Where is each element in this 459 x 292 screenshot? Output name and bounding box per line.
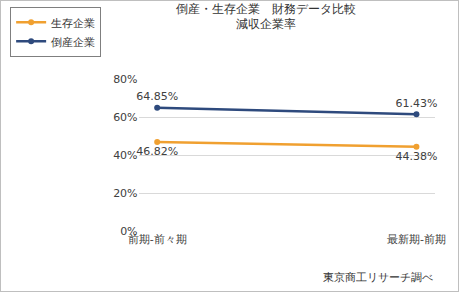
svg-text:倒産・生存企業 財務データ比較減収企業率: 倒産・生存企業 財務データ比較減収企業率 (176, 2, 356, 32)
svg-text:0%: 0% (120, 225, 137, 238)
svg-text:64.85%: 64.85% (136, 90, 178, 103)
svg-text:前期-前々期: 前期-前々期 (128, 233, 187, 246)
svg-text:80%: 80% (113, 73, 137, 86)
svg-text:44.38%: 44.38% (395, 150, 437, 163)
svg-text:61.43%: 61.43% (395, 97, 437, 110)
svg-text:最新期-前期: 最新期-前期 (387, 233, 446, 246)
svg-text:東京商工リサーチ調べ: 東京商工リサーチ調べ (323, 271, 433, 284)
svg-text:倒産企業: 倒産企業 (51, 36, 95, 49)
svg-text:生存企業: 生存企業 (51, 17, 95, 30)
svg-text:60%: 60% (113, 111, 137, 124)
svg-text:46.82%: 46.82% (136, 145, 178, 158)
svg-text:40%: 40% (113, 149, 137, 162)
svg-text:20%: 20% (113, 187, 137, 200)
